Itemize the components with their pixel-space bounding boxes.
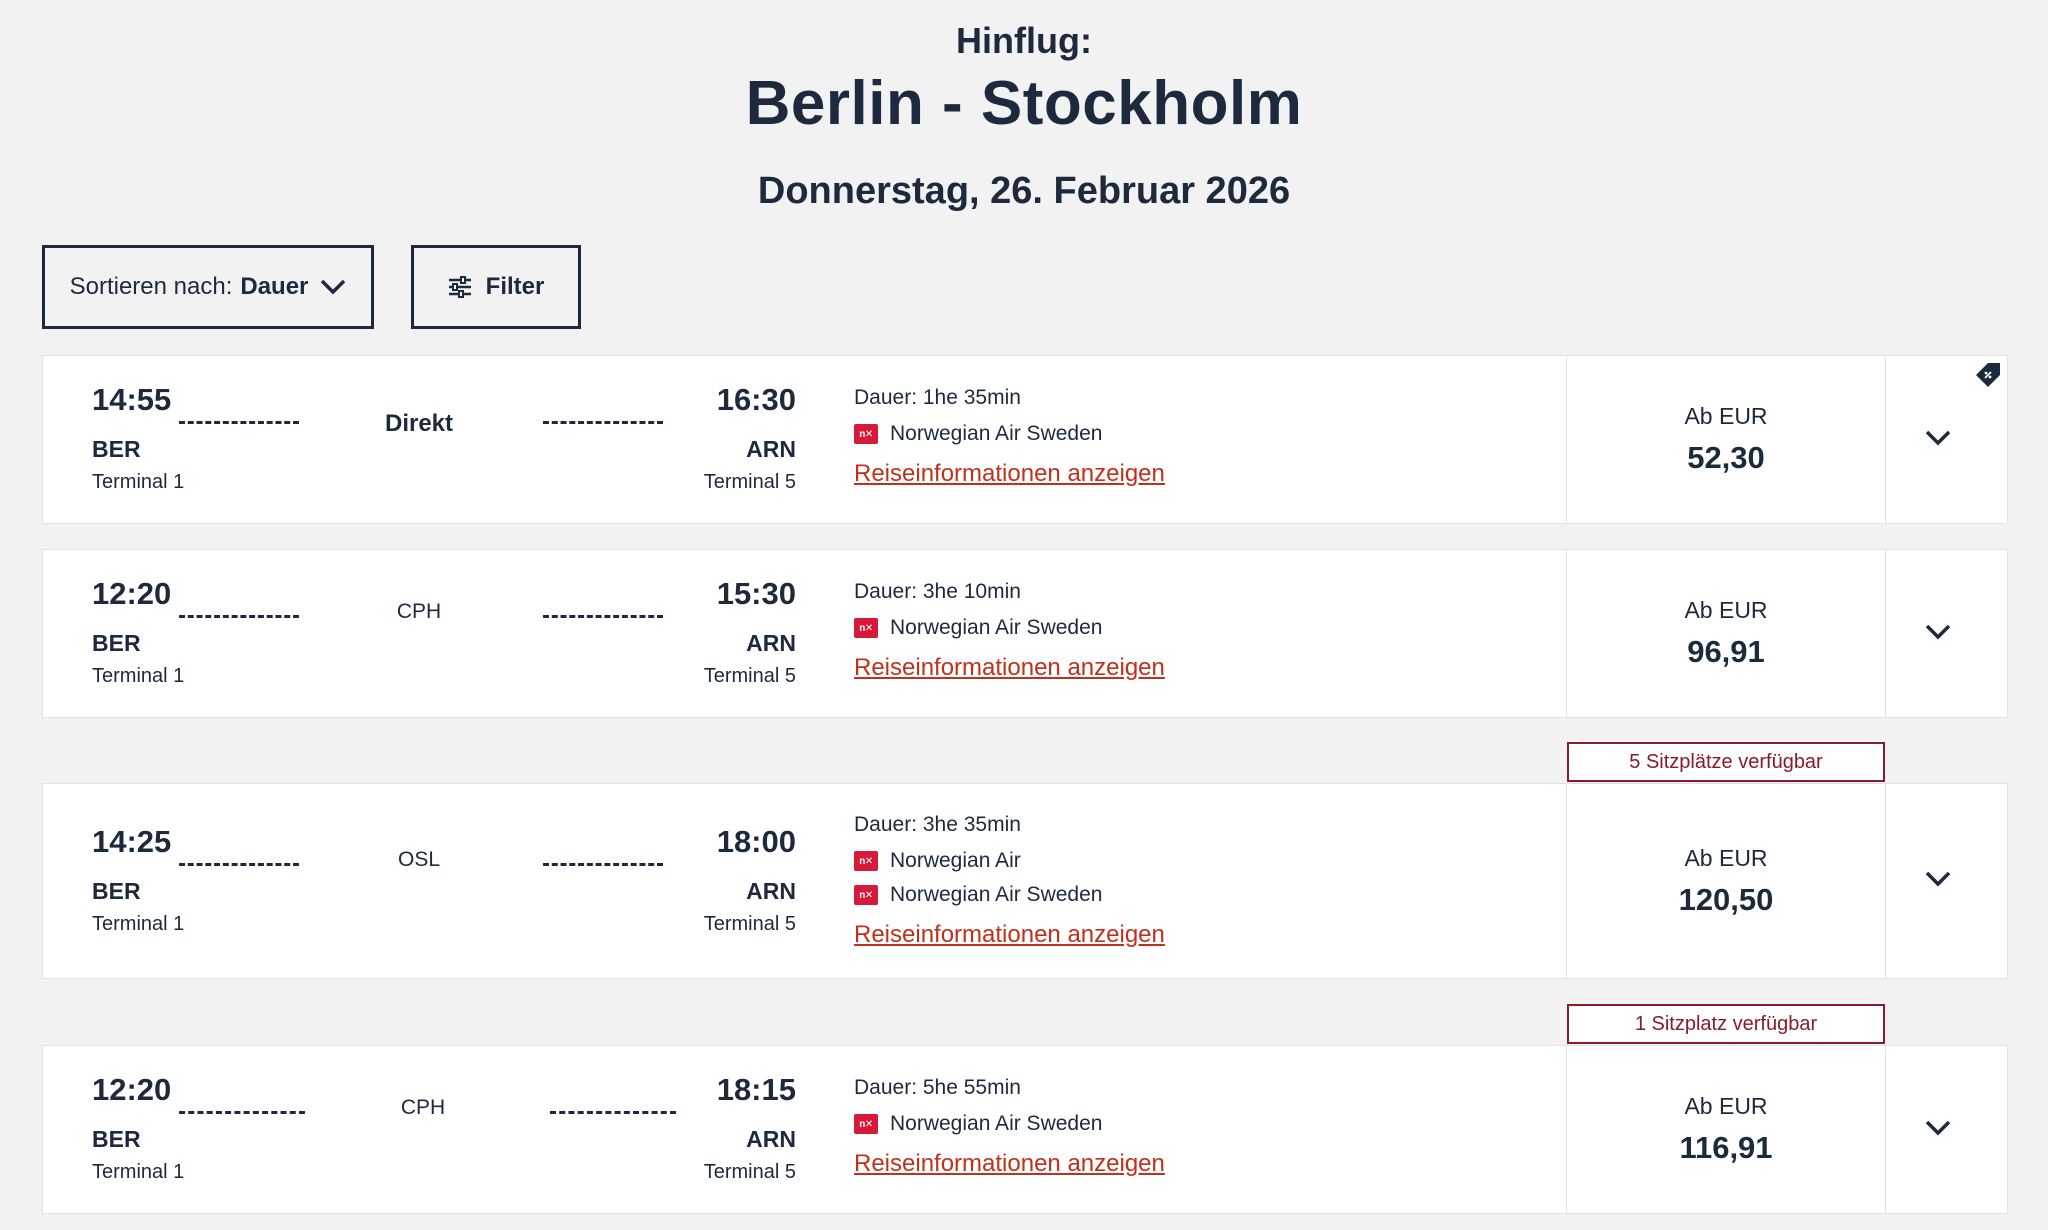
airline: n✕ Norwegian Air Sweden bbox=[854, 616, 1102, 640]
arrival-terminal: Terminal 5 bbox=[703, 913, 796, 935]
chevron-down-icon[interactable] bbox=[1925, 870, 1951, 888]
departure-time: 14:55 bbox=[92, 382, 172, 417]
price-column[interactable]: Ab EUR 96,91 bbox=[1566, 550, 1886, 717]
price-label: Ab EUR bbox=[1684, 403, 1768, 429]
direction-label: Hinflug: bbox=[956, 20, 1092, 61]
travel-info-link[interactable]: Reiseinformationen anzeigen bbox=[854, 460, 1165, 487]
travel-info-link[interactable]: Reiseinformationen anzeigen bbox=[854, 921, 1165, 948]
airline-logo: n✕ bbox=[854, 618, 878, 638]
chevron-down-icon[interactable] bbox=[1925, 623, 1951, 641]
airline-name: Norwegian Air bbox=[890, 849, 1021, 872]
departure-airport: BER bbox=[92, 630, 141, 656]
arrival-airport: ARN bbox=[746, 630, 796, 656]
route-line-left bbox=[179, 421, 299, 424]
sort-prefix-label: Sortieren nach: bbox=[69, 273, 233, 300]
seat-availability-badge: 1 Sitzplatz verfügbar bbox=[1567, 1004, 1885, 1044]
route-line-right bbox=[550, 1111, 676, 1114]
stopover: CPH bbox=[400, 1096, 446, 1119]
route-line-left bbox=[179, 863, 299, 866]
chevron-down-icon[interactable] bbox=[1925, 1119, 1951, 1137]
price-label: Ab EUR bbox=[1684, 1093, 1768, 1119]
airline-logo: n✕ bbox=[854, 424, 878, 444]
departure-time: 12:20 bbox=[92, 576, 172, 611]
arrival-airport: ARN bbox=[746, 436, 796, 462]
arrival-time: 18:00 bbox=[716, 824, 796, 859]
flight-duration: Dauer: 1he 35min bbox=[854, 386, 1021, 409]
departure-terminal: Terminal 1 bbox=[92, 665, 185, 687]
route-line-right bbox=[543, 863, 663, 866]
arrival-terminal: Terminal 5 bbox=[703, 665, 796, 687]
travel-info-link[interactable]: Reiseinformationen anzeigen bbox=[854, 654, 1165, 681]
route-line-right bbox=[543, 615, 663, 618]
departure-terminal: Terminal 1 bbox=[92, 471, 185, 493]
seat-availability-badge: 5 Sitzplätze verfügbar bbox=[1567, 742, 1885, 782]
price-column[interactable]: Ab EUR 52,30 bbox=[1566, 356, 1886, 523]
stopover: OSL bbox=[397, 848, 441, 871]
discount-tag-icon bbox=[1976, 363, 2000, 387]
departure-airport: BER bbox=[92, 436, 141, 462]
flight-card[interactable]: 14:55 BER Terminal 1 Direkt 16:30 ARN Te… bbox=[42, 355, 2008, 524]
airline: n✕ Norwegian Air Sweden bbox=[854, 1112, 1102, 1136]
price-value: 116,91 bbox=[1679, 1130, 1773, 1165]
price-value: 52,30 bbox=[1687, 440, 1765, 475]
chevron-down-icon[interactable] bbox=[1925, 429, 1951, 447]
price-label: Ab EUR bbox=[1684, 844, 1768, 871]
route-line-right bbox=[543, 421, 663, 424]
arrival-terminal: Terminal 5 bbox=[703, 471, 796, 493]
route-line-left bbox=[179, 615, 299, 618]
filter-button[interactable]: Filter bbox=[411, 245, 581, 329]
arrival-terminal: Terminal 5 bbox=[703, 1161, 796, 1183]
airline-name: Norwegian Air Sweden bbox=[890, 883, 1103, 906]
airline: n✕ Norwegian Air bbox=[854, 849, 1021, 873]
departure-time: 14:25 bbox=[92, 824, 172, 859]
airline: n✕ Norwegian Air Sweden bbox=[854, 883, 1102, 907]
departure-time: 12:20 bbox=[92, 1072, 172, 1107]
departure-terminal: Terminal 1 bbox=[92, 913, 185, 935]
arrival-airport: ARN bbox=[746, 1126, 796, 1152]
stopover: CPH bbox=[396, 600, 442, 623]
sort-dropdown[interactable]: Sortieren nach: Dauer bbox=[42, 245, 374, 329]
price-label: Ab EUR bbox=[1684, 597, 1768, 623]
airline-logo: n✕ bbox=[854, 885, 878, 905]
travel-date: Donnerstag, 26. Februar 2026 bbox=[757, 170, 1291, 212]
airline-name: Norwegian Air Sweden bbox=[890, 422, 1103, 445]
arrival-time: 16:30 bbox=[716, 382, 796, 417]
sliders-icon bbox=[448, 276, 471, 298]
flight-duration: Dauer: 5he 55min bbox=[854, 1076, 1021, 1099]
departure-airport: BER bbox=[92, 1126, 141, 1152]
price-column[interactable]: Ab EUR 120,50 bbox=[1566, 784, 1886, 978]
airline: n✕ Norwegian Air Sweden bbox=[854, 422, 1102, 446]
price-value: 96,91 bbox=[1687, 634, 1765, 669]
price-value: 120,50 bbox=[1678, 881, 1774, 917]
route-title: Berlin - Stockholm bbox=[745, 69, 1303, 138]
flight-card[interactable]: 12:20 BER Terminal 1 CPH 15:30 ARN Termi… bbox=[42, 549, 2008, 718]
flight-duration: Dauer: 3he 10min bbox=[854, 580, 1021, 603]
airline-name: Norwegian Air Sweden bbox=[890, 1112, 1103, 1135]
departure-airport: BER bbox=[92, 878, 141, 904]
departure-terminal: Terminal 1 bbox=[92, 1161, 185, 1183]
airline-logo: n✕ bbox=[854, 851, 878, 871]
airline-name: Norwegian Air Sweden bbox=[890, 616, 1103, 639]
arrival-time: 15:30 bbox=[716, 576, 796, 611]
flight-duration: Dauer: 3he 35min bbox=[854, 813, 1021, 836]
chevron-down-icon bbox=[321, 279, 346, 295]
filter-label: Filter bbox=[485, 273, 545, 300]
travel-info-link[interactable]: Reiseinformationen anzeigen bbox=[854, 1150, 1165, 1177]
flight-card[interactable]: 12:20 BER Terminal 1 CPH 18:15 ARN Termi… bbox=[42, 1045, 2008, 1214]
stopover: Direkt bbox=[384, 410, 454, 437]
flight-card[interactable]: 14:25 BER Terminal 1 OSL 18:00 ARN Termi… bbox=[42, 783, 2008, 979]
route-line-left bbox=[179, 1111, 305, 1114]
sort-value: Dauer bbox=[240, 273, 309, 300]
airline-logo: n✕ bbox=[854, 1114, 878, 1134]
arrival-time: 18:15 bbox=[716, 1072, 796, 1107]
arrival-airport: ARN bbox=[746, 878, 796, 904]
price-column[interactable]: Ab EUR 116,91 bbox=[1566, 1046, 1886, 1213]
